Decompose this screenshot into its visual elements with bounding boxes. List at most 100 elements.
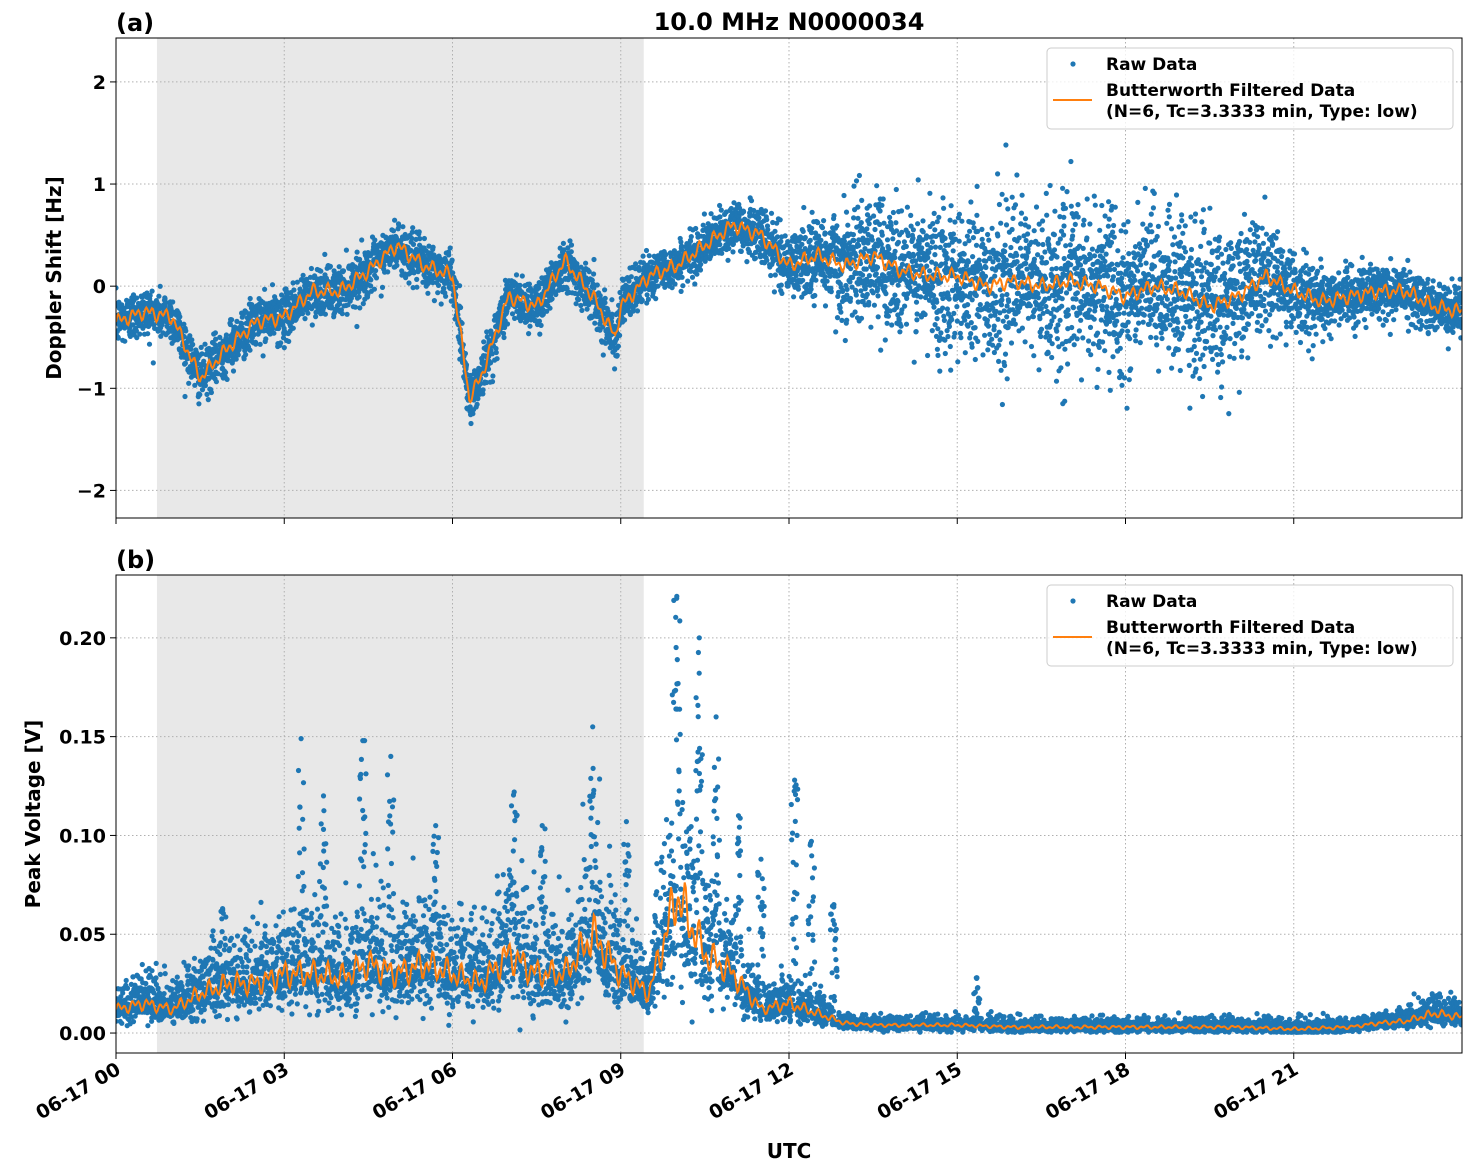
raw-data-point (526, 281, 533, 287)
raw-data-point (1051, 232, 1057, 238)
raw-data-point (989, 336, 995, 342)
raw-data-point (856, 172, 863, 179)
raw-data-point (251, 332, 257, 338)
raw-data-point (899, 229, 905, 235)
raw-data-point (828, 289, 834, 295)
raw-data-point (934, 346, 941, 352)
raw-data-point (717, 202, 723, 209)
raw-data-point (549, 296, 555, 302)
raw-data-point (928, 245, 934, 251)
raw-data-point (1061, 255, 1067, 262)
raw-data-point (213, 379, 219, 385)
raw-data-point (935, 326, 941, 332)
raw-data-point (678, 270, 684, 276)
raw-data-point (116, 285, 119, 291)
raw-data-point (1053, 378, 1060, 384)
raw-data-point (772, 228, 778, 234)
raw-data-point (327, 263, 333, 269)
raw-data-point (941, 317, 948, 323)
raw-data-point (843, 209, 850, 215)
raw-data-point (227, 321, 233, 328)
raw-data-point (1067, 242, 1073, 248)
raw-data-point (853, 178, 860, 184)
raw-data-point (421, 235, 427, 242)
raw-data-point (911, 359, 917, 365)
raw-data-point (373, 268, 379, 274)
raw-data-point (851, 237, 857, 243)
raw-data-point (913, 299, 920, 305)
raw-data-point (965, 259, 972, 265)
raw-data-point (968, 320, 974, 326)
raw-data-point (688, 234, 694, 240)
raw-data-point (468, 420, 474, 427)
plot-area (116, 142, 1462, 427)
raw-data-point (1022, 216, 1029, 222)
raw-data-point (931, 292, 937, 298)
raw-data-point (1059, 296, 1065, 302)
raw-data-point (313, 314, 319, 320)
raw-data-point (416, 229, 422, 235)
raw-data-point (966, 313, 972, 319)
raw-data-point (247, 295, 253, 302)
raw-data-point (1051, 314, 1057, 320)
raw-data-point (995, 171, 1001, 177)
raw-data-point (850, 232, 857, 238)
raw-data-point (1039, 227, 1045, 233)
raw-data-point (950, 248, 956, 254)
raw-data-point (130, 292, 137, 298)
raw-data-point (1061, 214, 1067, 220)
raw-data-point (504, 321, 511, 327)
raw-data-point (992, 273, 998, 279)
raw-data-point (1023, 237, 1029, 244)
raw-data-point (863, 266, 869, 272)
raw-data-point (1052, 208, 1058, 214)
raw-data-point (951, 310, 957, 316)
raw-data-point (223, 369, 229, 376)
raw-data-point (192, 382, 198, 388)
raw-data-point (406, 280, 412, 286)
raw-data-point (1039, 255, 1045, 261)
raw-data-point (931, 304, 937, 310)
raw-data-point (1057, 317, 1063, 323)
raw-data-point (756, 215, 762, 221)
raw-data-point (291, 287, 297, 293)
raw-data-point (812, 292, 818, 299)
raw-data-point (972, 356, 978, 363)
raw-data-point (809, 225, 815, 231)
raw-data-point (908, 212, 914, 218)
raw-data-point (343, 247, 349, 253)
raw-data-point (1023, 260, 1029, 266)
raw-data-point (1065, 361, 1071, 367)
raw-data-point (952, 219, 958, 225)
raw-data-point (866, 273, 873, 279)
raw-data-point (644, 292, 650, 298)
raw-data-point (692, 281, 698, 287)
raw-data-point (948, 203, 954, 209)
raw-data-point (880, 196, 886, 202)
raw-data-point (764, 217, 770, 223)
raw-data-point (1057, 236, 1063, 242)
raw-data-point (944, 306, 951, 312)
raw-data-point (874, 264, 881, 270)
raw-data-point (622, 317, 628, 323)
raw-data-point (170, 299, 176, 305)
raw-data-point (966, 238, 972, 244)
raw-data-point (932, 244, 939, 250)
raw-data-point (297, 286, 303, 292)
raw-data-point (738, 248, 744, 254)
raw-data-point (688, 268, 694, 274)
raw-data-point (394, 262, 400, 268)
raw-data-point (842, 337, 848, 344)
raw-data-point (847, 279, 853, 285)
raw-data-point (1019, 325, 1025, 331)
raw-data-point (538, 322, 544, 328)
raw-data-point (189, 337, 195, 343)
raw-data-point (851, 183, 857, 189)
raw-data-point (308, 265, 314, 272)
raw-data-point (1065, 307, 1071, 313)
raw-data-point (777, 217, 783, 223)
raw-data-point (271, 330, 277, 336)
raw-data-point (1047, 182, 1053, 189)
raw-data-point (858, 220, 864, 226)
raw-data-point (146, 341, 153, 347)
